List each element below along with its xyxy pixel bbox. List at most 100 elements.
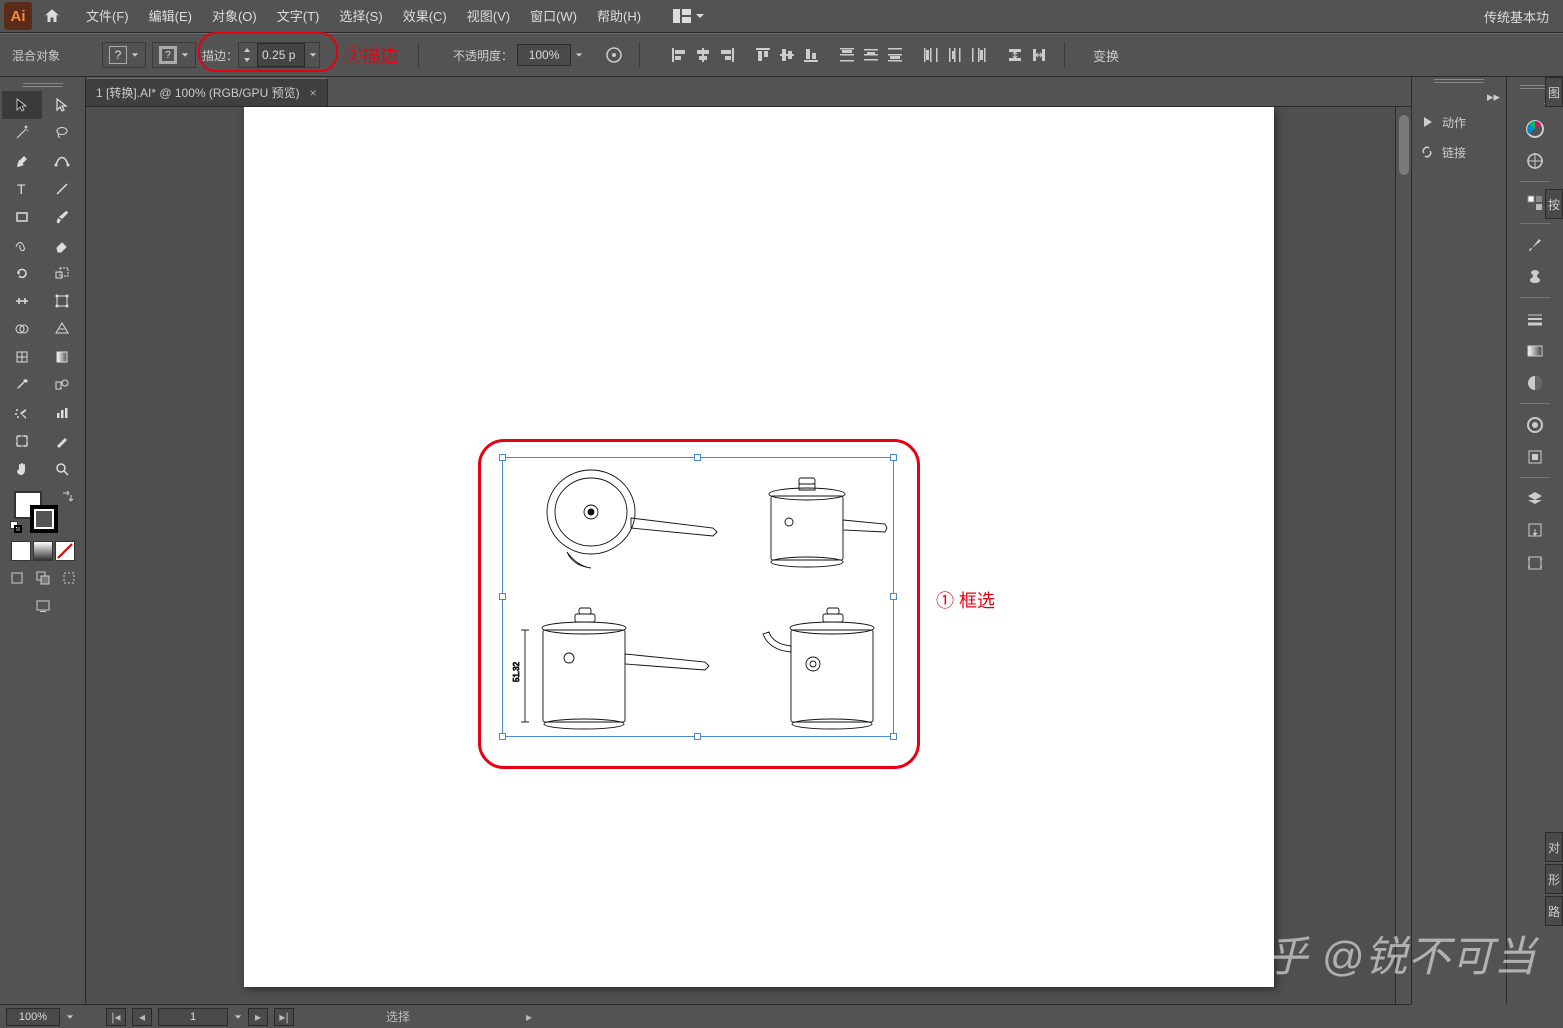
- distribute-bottom-icon[interactable]: [884, 44, 906, 66]
- stroke-weight-input[interactable]: [257, 43, 305, 67]
- blend-tool[interactable]: [42, 371, 82, 399]
- gradient-panel-icon[interactable]: [1521, 337, 1549, 365]
- last-artboard-button[interactable]: ▸|: [274, 1008, 294, 1026]
- lasso-tool[interactable]: [42, 119, 82, 147]
- swap-fill-stroke-icon[interactable]: [60, 491, 74, 505]
- menu-object[interactable]: 对象(O): [202, 0, 267, 33]
- align-top-icon[interactable]: [752, 44, 774, 66]
- distribute-spacing-h-icon[interactable]: [1028, 44, 1050, 66]
- pen-tool[interactable]: [2, 147, 42, 175]
- prev-artboard-button[interactable]: ◂: [132, 1008, 152, 1026]
- far-right-tab[interactable]: 形: [1545, 864, 1563, 894]
- align-bottom-icon[interactable]: [800, 44, 822, 66]
- width-tool[interactable]: [2, 287, 42, 315]
- stroke-panel-icon[interactable]: [1521, 305, 1549, 333]
- recolor-artwork-icon[interactable]: [603, 44, 625, 66]
- vertical-scrollbar[interactable]: [1395, 107, 1411, 1004]
- transparency-panel-icon[interactable]: [1521, 369, 1549, 397]
- menu-file[interactable]: 文件(F): [76, 0, 139, 33]
- screen-mode-button[interactable]: [31, 595, 55, 617]
- column-graph-tool[interactable]: [42, 399, 82, 427]
- symbol-sprayer-tool[interactable]: [2, 399, 42, 427]
- opacity-input[interactable]: [517, 44, 571, 66]
- slice-tool[interactable]: [42, 427, 82, 455]
- appearance-panel-icon[interactable]: [1521, 411, 1549, 439]
- perspective-grid-tool[interactable]: [42, 315, 82, 343]
- next-artboard-button[interactable]: ▸: [248, 1008, 268, 1026]
- far-right-tab[interactable]: 对: [1545, 832, 1563, 862]
- rectangle-tool[interactable]: [2, 203, 42, 231]
- chevron-down-icon[interactable]: [234, 1013, 242, 1021]
- curvature-tool[interactable]: [42, 147, 82, 175]
- fill-stroke-swatch[interactable]: [8, 489, 78, 535]
- far-right-tab[interactable]: 路: [1545, 896, 1563, 926]
- distribute-spacing-v-icon[interactable]: [1004, 44, 1026, 66]
- distribute-left-icon[interactable]: [920, 44, 942, 66]
- distribute-top-icon[interactable]: [836, 44, 858, 66]
- scrollbar-thumb[interactable]: [1399, 115, 1409, 175]
- artboard-number-input[interactable]: [158, 1008, 228, 1026]
- menu-window[interactable]: 窗口(W): [520, 0, 587, 33]
- hand-tool[interactable]: [2, 455, 42, 483]
- gradient-tool[interactable]: [42, 343, 82, 371]
- distribute-vcenter-icon[interactable]: [860, 44, 882, 66]
- menu-view[interactable]: 视图(V): [457, 0, 520, 33]
- line-segment-tool[interactable]: [42, 175, 82, 203]
- none-fill-button[interactable]: [55, 541, 75, 561]
- asset-export-icon[interactable]: [1521, 517, 1549, 545]
- expand-panels-icon[interactable]: ▸▸: [1412, 87, 1506, 107]
- type-tool[interactable]: T: [2, 175, 42, 203]
- symbols-panel-icon[interactable]: [1521, 263, 1549, 291]
- document-tab[interactable]: 1 [转换].AI* @ 100% (RGB/GPU 预览) ×: [86, 78, 328, 106]
- rotate-tool[interactable]: [2, 259, 42, 287]
- eyedropper-tool[interactable]: [2, 371, 42, 399]
- workspace-switcher[interactable]: 传统基本功: [1474, 0, 1559, 33]
- draw-behind-icon[interactable]: [31, 567, 55, 589]
- align-left-icon[interactable]: [668, 44, 690, 66]
- direct-selection-tool[interactable]: [42, 91, 82, 119]
- far-right-tab[interactable]: 图: [1545, 77, 1563, 107]
- menu-effect[interactable]: 效果(C): [393, 0, 457, 33]
- paintbrush-tool[interactable]: [42, 203, 82, 231]
- color-fill-button[interactable]: [11, 541, 31, 561]
- shape-builder-tool[interactable]: [2, 315, 42, 343]
- menu-type[interactable]: 文字(T): [267, 0, 330, 33]
- menu-help[interactable]: 帮助(H): [587, 0, 651, 33]
- gradient-fill-button[interactable]: [33, 541, 53, 561]
- transform-panel-link[interactable]: 变换: [1093, 46, 1119, 65]
- eraser-tool[interactable]: [42, 231, 82, 259]
- home-icon[interactable]: [38, 2, 66, 30]
- distribute-hcenter-icon[interactable]: [944, 44, 966, 66]
- panel-grip-icon[interactable]: [1412, 77, 1506, 87]
- fill-swatch-button[interactable]: ?: [102, 42, 146, 68]
- canvas[interactable]: ① 框选: [86, 107, 1411, 1004]
- actions-panel-button[interactable]: 动作: [1412, 107, 1506, 137]
- shaper-tool[interactable]: [2, 231, 42, 259]
- draw-normal-icon[interactable]: [5, 567, 29, 589]
- first-artboard-button[interactable]: |◂: [106, 1008, 126, 1026]
- zoom-tool[interactable]: [42, 455, 82, 483]
- mesh-tool[interactable]: [2, 343, 42, 371]
- align-right-icon[interactable]: [716, 44, 738, 66]
- stroke-weight-stepper[interactable]: [238, 42, 320, 68]
- close-icon[interactable]: ×: [310, 86, 317, 100]
- menu-select[interactable]: 选择(S): [329, 0, 392, 33]
- magic-wand-tool[interactable]: [2, 119, 42, 147]
- arrange-documents-icon[interactable]: [663, 0, 715, 33]
- scale-tool[interactable]: [42, 259, 82, 287]
- free-transform-tool[interactable]: [42, 287, 82, 315]
- default-fill-stroke-icon[interactable]: [10, 521, 22, 533]
- align-vcenter-icon[interactable]: [776, 44, 798, 66]
- panel-grip-icon[interactable]: [2, 81, 83, 91]
- artboards-panel-icon[interactable]: [1521, 549, 1549, 577]
- draw-inside-icon[interactable]: [57, 567, 81, 589]
- far-right-tab[interactable]: 按: [1545, 189, 1563, 219]
- zoom-input[interactable]: [6, 1008, 60, 1026]
- artboard-tool[interactable]: [2, 427, 42, 455]
- chevron-down-icon[interactable]: [66, 1013, 74, 1021]
- stroke-swatch-button[interactable]: ?: [152, 42, 196, 68]
- distribute-right-icon[interactable]: [968, 44, 990, 66]
- align-hcenter-icon[interactable]: [692, 44, 714, 66]
- layers-panel-icon[interactable]: [1521, 485, 1549, 513]
- menu-edit[interactable]: 编辑(E): [139, 0, 202, 33]
